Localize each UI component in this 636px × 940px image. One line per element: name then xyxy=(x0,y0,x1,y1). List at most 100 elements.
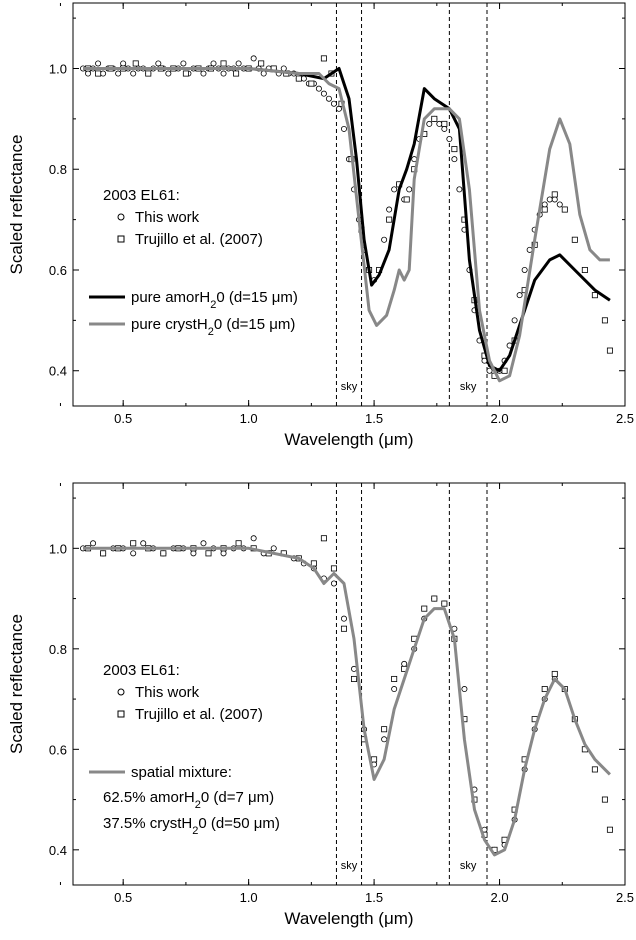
data-point-square xyxy=(320,535,327,542)
data-point-circle xyxy=(155,60,162,67)
data-point-circle xyxy=(300,75,307,82)
data-point-circle xyxy=(486,367,493,374)
y-tick-label: 0.4 xyxy=(49,843,67,858)
data-point-circle xyxy=(426,120,433,127)
data-point-circle xyxy=(120,60,127,67)
data-point-square xyxy=(541,206,548,213)
legend: 2003 EL61: This work Trujillo et al. (2007… xyxy=(89,662,280,837)
data-point-square xyxy=(371,756,378,763)
data-point-square xyxy=(441,600,448,607)
y-axis-label: Scaled reflectance xyxy=(7,135,26,275)
data-point-circle xyxy=(140,540,147,547)
data-point-circle xyxy=(330,100,337,107)
data-point-square xyxy=(606,347,613,354)
data-point-circle xyxy=(386,206,393,213)
data-point-square xyxy=(320,55,327,62)
data-point-square xyxy=(601,796,608,803)
data-point-square xyxy=(606,826,613,833)
data-point-square xyxy=(403,196,410,203)
x-tick-label: 1.5 xyxy=(365,411,383,426)
data-point-circle xyxy=(401,660,408,667)
legend-title: 2003 EL61: xyxy=(103,662,180,679)
data-point-circle xyxy=(451,156,458,163)
data-point-circle xyxy=(235,60,242,67)
data-point-circle xyxy=(546,196,553,203)
data-point-square xyxy=(571,236,578,243)
plot-frame xyxy=(72,2,626,407)
data-point-circle xyxy=(330,580,337,587)
sky-label: sky xyxy=(460,381,477,393)
data-point-circle xyxy=(391,186,398,193)
data-point-square xyxy=(295,75,302,82)
data-point-circle xyxy=(270,545,277,552)
data-point-circle xyxy=(381,736,388,743)
data-point-circle xyxy=(220,550,227,557)
series-line xyxy=(83,67,610,383)
legend-entry: This work xyxy=(135,209,200,226)
data-point-circle xyxy=(511,317,518,324)
x-tick-label: 2.0 xyxy=(491,890,509,905)
x-axis-label: Wavelength (μm) xyxy=(284,430,413,449)
data-point-circle xyxy=(95,60,102,67)
data-point-square xyxy=(340,625,347,632)
data-point-circle xyxy=(436,120,443,127)
data-point-circle xyxy=(90,540,97,547)
data-point-circle xyxy=(456,186,463,193)
data-point-circle xyxy=(521,266,528,273)
data-point-circle xyxy=(461,686,468,693)
data-point-square xyxy=(351,675,358,682)
data-point-square xyxy=(551,670,558,677)
data-point-square xyxy=(308,80,315,87)
data-point-circle xyxy=(541,201,548,208)
data-point-circle xyxy=(340,125,347,132)
sky-label: sky xyxy=(460,860,477,872)
legend-marker-circle xyxy=(117,688,125,696)
chart-panel-1: 0.5 1.0 1.5 2.0 2.5 0.4 0.6 0.8 1.0 Wavelength (μ… xyxy=(7,2,634,449)
data-point-circle xyxy=(165,70,172,77)
data-point-circle xyxy=(551,196,558,203)
x-tick-label: 0.5 xyxy=(114,890,132,905)
data-point-circle xyxy=(406,186,413,193)
legend-title: 2003 EL61: xyxy=(103,187,180,204)
data-point-circle xyxy=(325,95,332,102)
data-point-square xyxy=(381,726,388,733)
data-point-square xyxy=(95,70,102,77)
y-tick-label: 0.6 xyxy=(49,742,67,757)
data-point-circle xyxy=(315,85,322,92)
data-point-square xyxy=(310,560,317,567)
data-point-circle xyxy=(190,550,197,557)
x-tick-label: 2.0 xyxy=(491,411,509,426)
data-point-square xyxy=(541,686,548,693)
data-point-circle xyxy=(516,292,523,299)
data-point-square xyxy=(233,70,240,77)
data-point-circle xyxy=(115,70,122,77)
legend-entry: spatial mixture: xyxy=(131,764,232,781)
data-point-square xyxy=(160,550,167,557)
data-point-circle xyxy=(200,70,207,77)
mixture-component: 37.5% crystH20 (d=50 μm) xyxy=(103,815,280,837)
data-point-square xyxy=(501,367,508,374)
data-point-square xyxy=(551,191,558,198)
data-point-circle xyxy=(320,90,327,97)
data-point-square xyxy=(182,70,189,77)
legend-entry: This work xyxy=(135,684,200,701)
data-point-square xyxy=(451,146,458,153)
data-point-circle xyxy=(441,125,448,132)
legend-entry: pure crystH20 (d=15 μm) xyxy=(131,316,295,338)
y-tick-label: 1.0 xyxy=(49,541,67,556)
legend-entry: Trujillo et al. (2007) xyxy=(135,706,263,723)
data-point-square xyxy=(431,115,438,122)
data-point-circle xyxy=(280,65,287,72)
chart-panel-2: 0.5 1.0 1.5 2.0 2.5 0.4 0.6 0.8 1.0 Wavelength (μ… xyxy=(7,482,634,928)
data-point-circle xyxy=(130,550,137,557)
data-point-square xyxy=(132,60,139,67)
data-point-square xyxy=(431,595,438,602)
data-point-square xyxy=(386,216,393,223)
data-point-square xyxy=(591,292,598,299)
sky-label: sky xyxy=(341,860,358,872)
y-axis-label: Scaled reflectance xyxy=(7,614,26,754)
data-point-circle xyxy=(100,70,107,77)
legend-entry: pure amorH20 (d=15 μm) xyxy=(131,289,298,311)
data-point-circle xyxy=(220,70,227,77)
legend-marker-square xyxy=(117,710,125,718)
